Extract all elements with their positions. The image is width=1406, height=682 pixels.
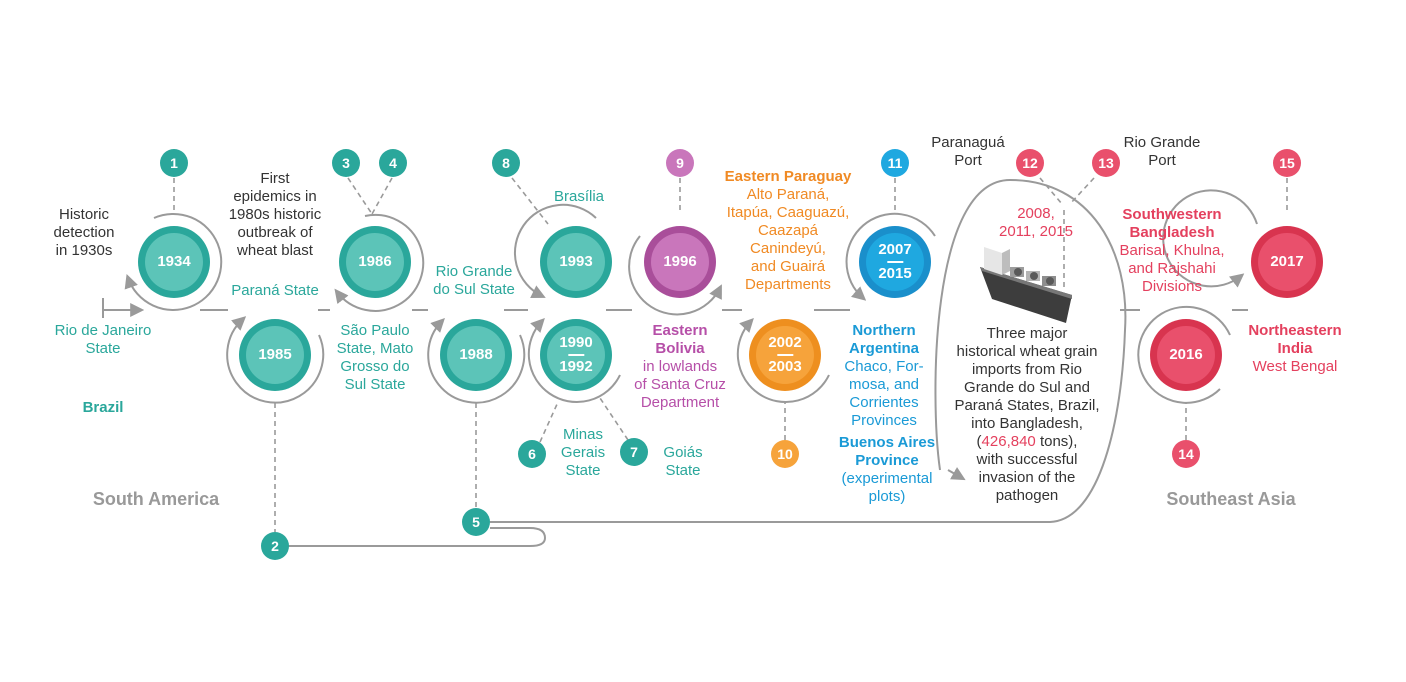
year-1934: 1934: [157, 253, 191, 270]
imports-tons-value: 426,840: [981, 433, 1036, 450]
marker-4: 4: [389, 155, 397, 171]
year-1993: 1993: [559, 253, 593, 270]
label-paranagua-port: Paranaguá Port: [931, 134, 1005, 169]
label-eastern-bolivia: Eastern Bolivia in lowlands of Santa Cruz De…: [634, 322, 726, 411]
year-1986: 1986: [358, 253, 392, 270]
label-southeast-asia: Southeast Asia: [1166, 489, 1296, 509]
marker-10: 10: [777, 446, 793, 462]
circle-1988: [427, 317, 526, 404]
year-1996: 1996: [663, 253, 697, 270]
label-rio-grande-do-sul: Rio Grande do Sul State: [433, 263, 515, 298]
label-imports-description: Three major historical wheat grain imports…: [954, 325, 1100, 504]
marker-2: 2: [271, 538, 279, 554]
year-circles: [124, 189, 1323, 404]
circle-1985: [226, 316, 325, 404]
label-brazil: Brazil: [82, 399, 124, 416]
year-2016: 2016: [1169, 346, 1203, 363]
marker-8: 8: [502, 155, 510, 171]
label-minas-gerais: Minas Gerais State: [560, 426, 606, 479]
marker-11: 11: [887, 155, 903, 171]
marker-13: 13: [1098, 155, 1114, 171]
marker-15: 15: [1279, 155, 1295, 171]
year-1988: 1988: [459, 346, 493, 363]
year-2002-2003: 2002 2003: [768, 334, 802, 375]
circle-2017: [1162, 189, 1323, 298]
marker-6: 6: [528, 446, 536, 462]
marker-12: 12: [1022, 155, 1038, 171]
marker-dots: [160, 149, 1301, 560]
circle-1993: [514, 203, 612, 298]
label-ne-india: Northeastern India West Bengal: [1248, 322, 1342, 375]
marker-1: 1: [170, 155, 178, 171]
label-rio-de-janeiro: Rio de Janeiro State: [54, 322, 152, 357]
label-sw-bangladesh: Southwestern Bangladesh Barisal, Khulna, an…: [1119, 206, 1225, 295]
label-sao-paulo: São Paulo State, Mato Grosso do Sul State: [336, 322, 414, 393]
cargo-ship-icon: [980, 247, 1072, 323]
circle-1934: [124, 213, 223, 311]
marker-14: 14: [1178, 446, 1194, 462]
year-1990-1992: 1990 1992: [559, 334, 593, 375]
circle-1986: [334, 213, 425, 312]
year-2017: 2017: [1270, 253, 1304, 270]
label-brasilia: Brasília: [553, 188, 605, 205]
label-buenos-aires: Buenos Aires Province (experimental plots): [838, 434, 936, 505]
dashed-connectors: [173, 177, 1288, 532]
year-1985: 1985: [258, 346, 292, 363]
label-goias: Goiás State: [663, 444, 703, 479]
marker-9: 9: [676, 155, 684, 171]
label-import-years: 2008, 2011, 2015: [999, 205, 1073, 240]
circle-2016: [1137, 305, 1231, 404]
marker-5: 5: [472, 514, 480, 530]
label-eastern-paraguay: Eastern Paraguay Alto Paraná, Itapúa, Caag…: [724, 168, 852, 293]
label-first-epidemics: First epidemics in 1980s historic outbreak …: [228, 170, 322, 259]
label-rio-grande-port: Rio Grande Port: [1123, 134, 1201, 169]
label-northern-argentina: Northern Argentina Chaco, For-mosa, and Cor…: [844, 322, 924, 429]
label-south-america: South America: [92, 489, 220, 509]
label-parana-state: Paraná State: [231, 282, 319, 299]
timeline-path: [102, 178, 1248, 547]
marker-3: 3: [342, 155, 350, 171]
year-2007-2015: 2007 2015: [878, 241, 912, 282]
label-historic-detection: Historic detection in 1930s: [53, 206, 115, 259]
marker-7: 7: [630, 444, 638, 460]
circle-1996: [628, 226, 722, 316]
